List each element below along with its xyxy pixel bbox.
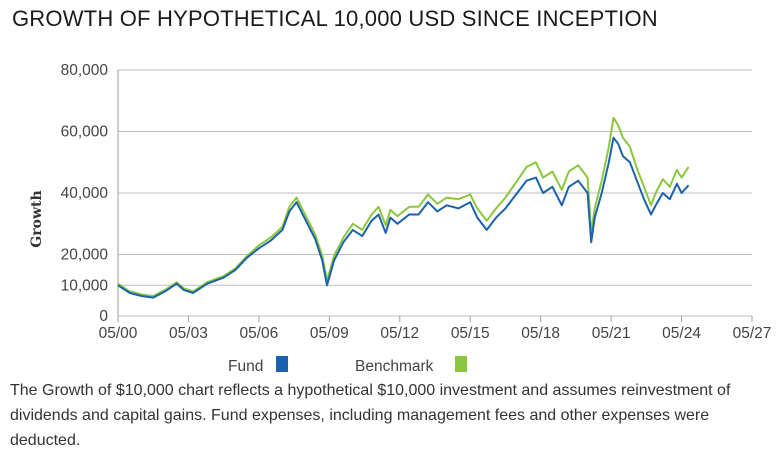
y-tick-label: 80,000	[61, 62, 109, 79]
x-tick-label: 05/06	[239, 325, 278, 342]
x-tick-label: 05/21	[592, 325, 631, 342]
y-tick-label: 10,000	[61, 277, 109, 294]
x-tick-label: 05/27	[733, 325, 772, 342]
series-lines	[117, 116, 690, 299]
x-tick-label: 05/00	[99, 325, 138, 342]
y-tick-label: 60,000	[61, 124, 109, 141]
x-tick-label: 05/24	[662, 325, 701, 342]
grid-lines	[117, 69, 752, 317]
legend-benchmark-swatch	[455, 356, 467, 372]
legend-fund-swatch	[276, 356, 288, 372]
chart-footnote: The Growth of $10,000 chart reflects a h…	[10, 382, 731, 449]
x-tick-labels: 05/00 05/03 05/06 05/09 05/12 05/15 05/18 05/21…	[99, 316, 772, 342]
x-tick-label: 05/12	[380, 325, 419, 342]
y-tick-labels: 0 10,000 20,000 40,000 60,000 80,000	[61, 62, 109, 325]
y-tick-label: 0	[99, 308, 108, 325]
chart-title: GROWTH OF HYPOTHETICAL 10,000 USD SINCE …	[12, 6, 658, 31]
y-tick-label: 20,000	[61, 247, 109, 264]
fund-line	[117, 136, 690, 299]
legend-benchmark-label: Benchmark	[355, 358, 434, 375]
y-tick-label: 40,000	[61, 185, 109, 202]
x-tick-label: 05/03	[169, 325, 208, 342]
legend-fund-label: Fund	[228, 358, 263, 375]
benchmark-line	[117, 116, 690, 297]
x-tick-label: 05/18	[521, 325, 560, 342]
y-axis-label: Growth	[29, 190, 45, 247]
x-tick-label: 05/09	[310, 325, 349, 342]
legend: Fund Benchmark	[228, 356, 467, 375]
x-tick-label: 05/15	[451, 325, 490, 342]
